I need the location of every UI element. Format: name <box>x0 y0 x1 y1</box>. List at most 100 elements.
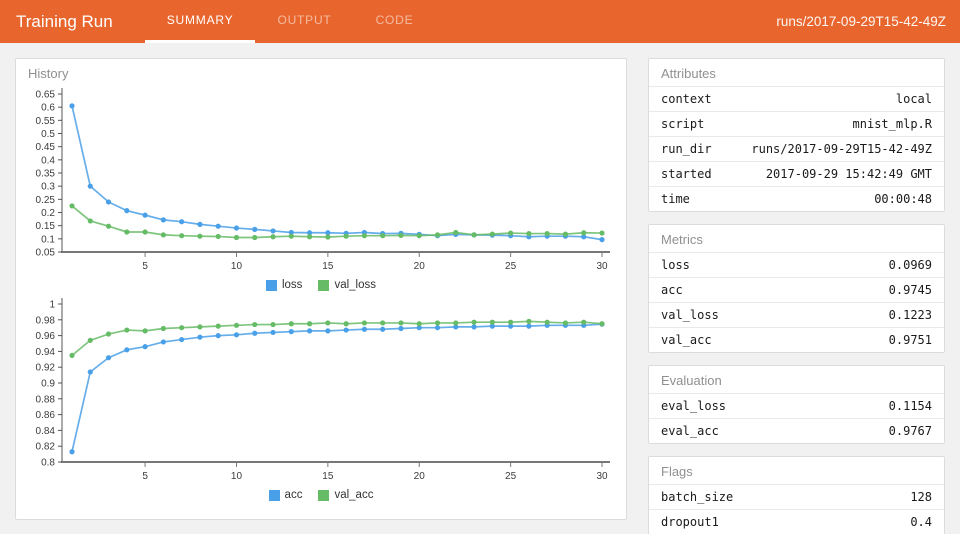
svg-text:15: 15 <box>322 471 334 482</box>
legend-item-loss[interactable]: loss <box>265 279 302 291</box>
metrics-card-title: Metrics <box>661 232 703 247</box>
svg-text:0.84: 0.84 <box>36 426 56 437</box>
svg-text:0.8: 0.8 <box>41 458 55 469</box>
evaluation-row: eval_acc 0.9767 <box>649 418 944 443</box>
legend-label: acc <box>284 489 303 501</box>
svg-text:10: 10 <box>231 261 243 272</box>
svg-text:0.5: 0.5 <box>41 129 55 140</box>
tab-bar: SUMMARY OUTPUT CODE <box>144 0 436 43</box>
svg-text:0.94: 0.94 <box>36 347 56 358</box>
svg-text:0.9: 0.9 <box>41 379 55 390</box>
svg-text:1: 1 <box>49 300 55 311</box>
field-value: 0.9745 <box>888 283 932 297</box>
svg-text:0.92: 0.92 <box>36 363 56 374</box>
legend-item-val_loss[interactable]: val_loss <box>318 279 376 291</box>
evaluation-card: Evaluation eval_loss 0.1154 eval_acc 0.9767 <box>648 365 945 444</box>
attributes-row: time 00:00:48 <box>649 186 944 211</box>
metrics-row: val_loss 0.1223 <box>649 302 944 327</box>
attributes-card: Attributes context local script mnist_mlp.R… <box>648 58 945 212</box>
loss-chart-block: 0.65 0.6 0.55 0.5 0.45 0.4 0.35 0.3 0.25 0.2 0.15 0… <box>16 86 626 296</box>
svg-text:0.86: 0.86 <box>36 410 56 421</box>
evaluation-table: eval_loss 0.1154 eval_acc 0.9767 <box>649 393 944 443</box>
svg-text:0.96: 0.96 <box>36 331 56 342</box>
tab-output[interactable]: OUTPUT <box>277 13 332 27</box>
flags-row: dropout1 0.4 <box>649 509 944 534</box>
field-value: local <box>895 92 932 106</box>
main-content: History 0.65 0.6 0.55 0.5 0.45 0.4 0.35 0.3 0.25… <box>0 43 960 534</box>
metrics-table: loss 0.0969 acc 0.9745 val_loss 0.1223 val_acc… <box>649 252 944 352</box>
attributes-row: context local <box>649 86 944 111</box>
svg-text:25: 25 <box>505 471 517 482</box>
loss-chart-legend: loss val_loss <box>22 274 620 296</box>
field-name: eval_loss <box>661 399 727 413</box>
svg-text:0.05: 0.05 <box>36 248 56 259</box>
svg-text:0.25: 0.25 <box>36 195 56 206</box>
metrics-row: acc 0.9745 <box>649 277 944 302</box>
attributes-row: started 2017-09-29 15:42:49 GMT <box>649 161 944 186</box>
field-name: run_dir <box>661 142 712 156</box>
field-name: script <box>661 117 705 131</box>
metrics-card: Metrics loss 0.0969 acc 0.9745 val_loss 0.122… <box>648 224 945 353</box>
field-value: 0.1154 <box>888 399 932 413</box>
attributes-card-title: Attributes <box>661 66 716 81</box>
legend-swatch-icon <box>265 279 277 291</box>
field-name: val_loss <box>661 308 719 322</box>
tab-summary[interactable]: SUMMARY <box>144 0 256 43</box>
flags-card-title: Flags <box>661 464 693 479</box>
evaluation-row: eval_loss 0.1154 <box>649 393 944 418</box>
app-header: Training Run SUMMARY OUTPUT CODE runs/20… <box>0 0 960 43</box>
app-title: Training Run <box>16 12 113 31</box>
field-value: 0.1223 <box>888 308 932 322</box>
legend-swatch-icon <box>318 489 330 501</box>
legend-item-acc[interactable]: acc <box>268 489 303 501</box>
svg-text:0.6: 0.6 <box>41 103 55 114</box>
field-name: time <box>661 192 690 206</box>
svg-text:0.3: 0.3 <box>41 182 55 193</box>
svg-text:15: 15 <box>322 261 334 272</box>
accuracy-chart-legend: acc val_acc <box>22 484 620 506</box>
legend-label: val_loss <box>334 279 376 291</box>
field-value: 0.9767 <box>888 424 932 438</box>
svg-text:5: 5 <box>142 471 148 482</box>
legend-label: val_acc <box>334 489 374 501</box>
svg-text:0.2: 0.2 <box>41 208 55 219</box>
field-name: context <box>661 92 712 106</box>
legend-swatch-icon <box>318 279 330 291</box>
svg-text:0.1: 0.1 <box>41 234 55 245</box>
tab-code[interactable]: CODE <box>375 13 414 27</box>
attributes-table: context local script mnist_mlp.R run_dir runs… <box>649 86 944 211</box>
svg-text:30: 30 <box>596 471 608 482</box>
flags-card: Flags batch_size 128 dropout1 0.4 <box>648 456 945 534</box>
field-value: 0.0969 <box>888 258 932 272</box>
accuracy-chart-block: 1 0.98 0.96 0.94 0.92 0.9 0.88 0.86 0.84 0.82 0.8 5… <box>16 296 626 506</box>
attributes-row: run_dir runs/2017-09-29T15-42-49Z <box>649 136 944 161</box>
svg-text:0.4: 0.4 <box>41 155 55 166</box>
legend-item-val_acc[interactable]: val_acc <box>318 489 373 501</box>
svg-text:20: 20 <box>414 261 426 272</box>
svg-text:5: 5 <box>142 261 148 272</box>
svg-text:0.82: 0.82 <box>36 442 56 453</box>
field-name: acc <box>661 283 683 297</box>
field-value: 0.9751 <box>888 333 932 347</box>
metrics-row: val_acc 0.9751 <box>649 327 944 352</box>
svg-text:0.15: 0.15 <box>36 221 56 232</box>
field-name: batch_size <box>661 490 734 504</box>
field-name: started <box>661 167 712 181</box>
svg-text:0.88: 0.88 <box>36 394 56 405</box>
svg-text:20: 20 <box>414 471 426 482</box>
field-value: 128 <box>910 490 932 504</box>
svg-text:30: 30 <box>596 261 608 272</box>
field-value: 2017-09-29 15:42:49 GMT <box>765 167 932 181</box>
svg-text:0.55: 0.55 <box>36 116 56 127</box>
loss-chart: 0.650.60.550.50.450.40.350.30.250.20.150… <box>36 88 610 272</box>
svg-text:0.35: 0.35 <box>36 169 56 180</box>
svg-text:0.98: 0.98 <box>36 315 56 326</box>
accuracy-chart: 1 0.98 0.96 0.94 0.92 0.9 0.88 0.86 0.84 0.82 0.8 5… <box>36 298 610 482</box>
summary-sidebar: Attributes context local script mnist_mlp.R… <box>648 58 945 534</box>
field-value: runs/2017-09-29T15-42-49Z <box>751 142 932 156</box>
field-value: 0.4 <box>910 515 932 529</box>
field-value: 00:00:48 <box>874 192 932 206</box>
flags-table: batch_size 128 dropout1 0.4 <box>649 484 944 534</box>
history-panel-title: History <box>28 66 69 81</box>
field-name: loss <box>661 258 690 272</box>
